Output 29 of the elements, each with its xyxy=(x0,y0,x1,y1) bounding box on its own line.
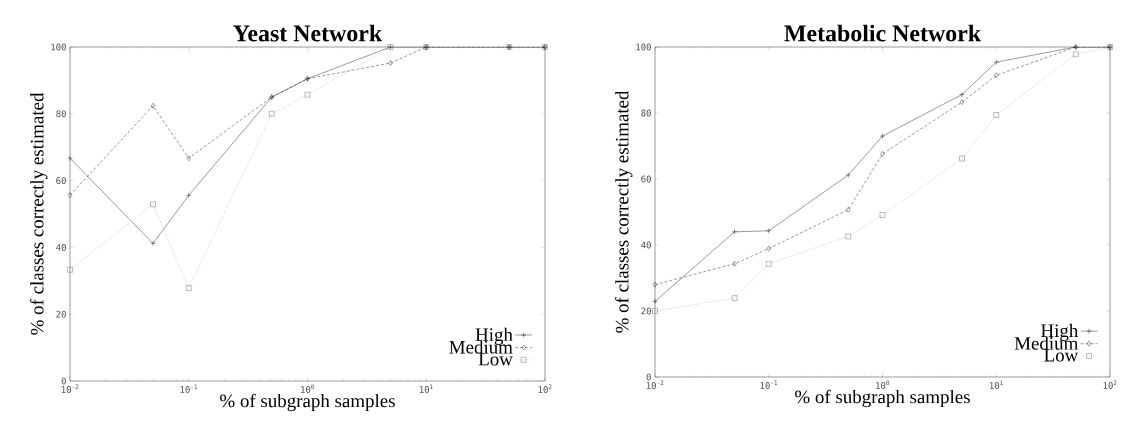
y-tick-label: 100 xyxy=(51,43,66,51)
x-tick-label: 10$^{0}$ xyxy=(301,384,315,393)
x-tick-label: 10$^{-1}$ xyxy=(760,380,778,389)
x-tick-label: 10$^{0}$ xyxy=(876,380,890,389)
y-tick-label: 0 xyxy=(646,373,651,381)
y-tick-label: 20 xyxy=(56,310,66,318)
chart-title: Yeast Network xyxy=(233,24,383,42)
chart-title: Metabolic Network xyxy=(784,24,982,42)
x-tick-label: 10$^{2}$ xyxy=(1103,380,1117,389)
y-tick-label: 40 xyxy=(56,244,66,251)
x-axis-title: % of subgraph samples xyxy=(220,393,395,412)
legend-label: Low xyxy=(1044,349,1079,362)
y-axis-title: % of classes correctly estimated xyxy=(615,90,633,333)
x-tick-label: 10$^{1}$ xyxy=(989,380,1003,389)
x-tick-label: 10$^{-2}$ xyxy=(61,384,79,393)
x-tick-label: 10$^{-1}$ xyxy=(180,384,198,393)
x-tick-label: 10$^{1}$ xyxy=(419,384,433,393)
x-axis-title: % of subgraph samples xyxy=(795,389,970,408)
y-tick-label: 40 xyxy=(641,241,651,249)
x-tick-label: 10$^{2}$ xyxy=(538,384,552,393)
x-tick-label: 10$^{-2}$ xyxy=(646,380,664,389)
y-tick-label: 0 xyxy=(61,377,66,385)
y-tick-label: 60 xyxy=(641,175,651,183)
y-tick-label: 80 xyxy=(641,109,651,117)
y-tick-label: 20 xyxy=(641,307,651,315)
y-tick-label: 60 xyxy=(56,177,66,184)
y-tick-label: 100 xyxy=(636,43,651,51)
y-axis-title: % of classes correctly estimated xyxy=(30,92,48,335)
y-tick-label: 80 xyxy=(56,110,66,118)
